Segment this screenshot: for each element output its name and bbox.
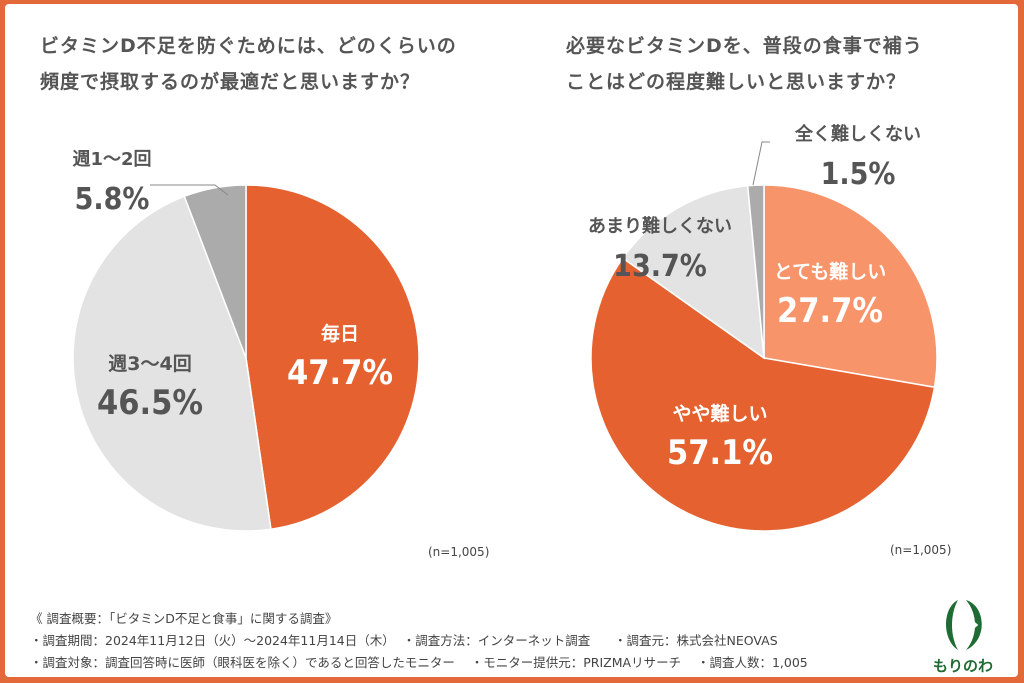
chart1-sample-size: (n=1,005) [428, 545, 490, 559]
survey-summary-target: ・調査対象：調査回答時に医師（眼科医を除く）であると回答したモニター ・モニター… [30, 655, 808, 670]
chart1-slice-value-2: 5.8% [75, 182, 150, 217]
morinowa-logo: もりのわ [933, 600, 993, 675]
chart1-slice-0 [245, 184, 420, 531]
chart2-title-line1: 必要なビタミンDを、普段の食事で補う [566, 35, 923, 57]
chart2-slice-0 [763, 184, 938, 389]
chart2-slice-value-2: 13.7% [613, 249, 707, 284]
survey-summary: 《 調査概要：「ビタミンD不足と食事」に関する調査》 ・調査期間：2024年11… [30, 608, 808, 674]
chart1-title-line2: 頻度で摂取するのが最適だと思いますか？ [40, 71, 421, 93]
chart2-slice-value-0: 27.7% [777, 291, 883, 331]
chart1-slice-1 [72, 195, 272, 532]
chart2-slice-3 [746, 184, 765, 359]
chart2-leader-line [752, 141, 770, 186]
chart1-slice-label-2: 週1〜2回 [72, 149, 151, 170]
chart1-slice-value-0: 47.7% [287, 353, 393, 393]
chart2-slice-label-1: やや難しい [672, 402, 767, 425]
chart2-slice-label-2: あまり難しくない [588, 215, 732, 237]
chart2-title: 必要なビタミンDを、普段の食事で補う ことはどの程度難しいと思いますか？ [566, 28, 923, 100]
chart2-slice-1 [590, 257, 936, 532]
chart2-slice-label-3: 全く難しくない [794, 123, 921, 145]
chart2-title-line2: ことはどの程度難しいと思いますか？ [566, 71, 907, 93]
chart1-slice-2 [183, 184, 247, 359]
chart2-slice-2 [621, 184, 765, 360]
survey-summary-period: ・調査期間：2024年11月12日（火）〜2024年11月14日（木） ・調査方… [30, 633, 778, 648]
chart2-slice-value-3: 1.5% [821, 157, 896, 192]
chart2-slice-value-1: 57.1% [667, 433, 773, 473]
survey-summary-heading: 《 調査概要：「ビタミンD不足と食事」に関する調査》 [30, 611, 338, 626]
chart2-sample-size: (n=1,005) [890, 543, 952, 557]
chart1-leader-line [150, 184, 229, 196]
chart2-slice-label-0: とても難しい [774, 260, 886, 283]
chart1-slice-label-1: 週3〜4回 [108, 353, 191, 375]
chart1-slice-value-1: 46.5% [97, 383, 203, 423]
chart1-title: ビタミンD不足を防ぐためには、どのくらいの 頻度で摂取するのが最適だと思いますか… [40, 28, 457, 100]
svg-text:もりのわ: もりのわ [933, 657, 993, 675]
chart1-title-line1: ビタミンD不足を防ぐためには、どのくらいの [40, 35, 457, 57]
chart1-slice-label-0: 毎日 [321, 322, 359, 345]
